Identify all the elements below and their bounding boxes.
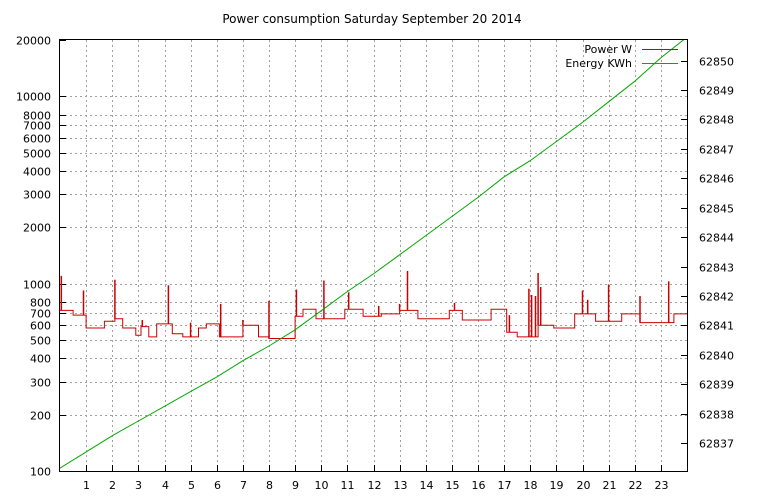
- x-tick-label: 16: [472, 479, 486, 492]
- x-tick-label: 19: [550, 479, 564, 492]
- x-tick-label: 17: [498, 479, 512, 492]
- x-tick-label: 8: [266, 479, 273, 492]
- left-tick-label: 600: [30, 320, 51, 333]
- x-tick-label: 6: [214, 479, 221, 492]
- x-tick-label: 2: [109, 479, 116, 492]
- left-tick-label: 6000: [23, 133, 51, 146]
- legend-label-energy: Energy KWh: [565, 57, 632, 70]
- right-tick-label: 62850: [699, 56, 734, 69]
- right-tick-label: 62848: [699, 114, 734, 127]
- x-tick-label: 4: [162, 479, 169, 492]
- right-tick-label: 62838: [699, 409, 734, 422]
- x-tick-label: 3: [135, 479, 142, 492]
- x-tick-label: 10: [315, 479, 329, 492]
- x-tick-label: 22: [629, 479, 643, 492]
- right-tick-label: 62839: [699, 379, 734, 392]
- right-tick-label: 62846: [699, 173, 734, 186]
- plot-border: [59, 39, 688, 472]
- legend: Power W Energy KWh: [565, 43, 678, 70]
- x-tick-label: 14: [420, 479, 434, 492]
- x-tick-label: 12: [368, 479, 382, 492]
- x-tick-label: 7: [240, 479, 247, 492]
- left-tick-label: 2000: [23, 222, 51, 235]
- left-tick-label: 8000: [23, 110, 51, 123]
- right-tick-label: 62841: [699, 320, 734, 333]
- x-tick-label: 23: [655, 479, 669, 492]
- chart-title: Power consumption Saturday September 20 …: [222, 12, 521, 26]
- x-tick-label: 5: [188, 479, 195, 492]
- x-tick-label: 9: [292, 479, 299, 492]
- series-layer: [60, 40, 687, 469]
- x-tick-label: 1: [83, 479, 90, 492]
- power-series-line: [60, 308, 687, 339]
- x-tick-label: 18: [524, 479, 538, 492]
- left-tick-label: 4000: [23, 166, 51, 179]
- left-tick-label: 200: [30, 410, 51, 423]
- left-tick-label: 10000: [16, 91, 51, 104]
- x-axis-ticks: 1 2 3 4 5 6 7 8 9 10 11 12 13 14 15 16 17 18 19 20 21 22 23: [83, 465, 669, 492]
- right-tick-label: 62840: [699, 350, 734, 363]
- right-tick-label: 62845: [699, 203, 734, 216]
- legend-label-power: Power W: [584, 43, 632, 56]
- left-tick-label: 7000: [23, 120, 51, 133]
- left-tick-label: 700: [30, 308, 51, 321]
- x-tick-label: 21: [603, 479, 617, 492]
- left-tick-label: 20000: [16, 35, 51, 48]
- left-tick-label: 500: [30, 335, 51, 348]
- x-tick-label: 11: [341, 479, 355, 492]
- left-tick-label: 1000: [23, 279, 51, 292]
- right-tick-label: 62847: [699, 144, 734, 157]
- right-axis-ticks: 62837 62838 62839 62840 62841 62842 62843 62844…: [681, 56, 734, 451]
- x-tick-label: 13: [394, 479, 408, 492]
- x-tick-label: 15: [446, 479, 460, 492]
- right-tick-label: 62843: [699, 262, 734, 275]
- left-tick-label: 5000: [23, 148, 51, 161]
- x-tick-label: 20: [577, 479, 591, 492]
- left-tick-label: 100: [30, 466, 51, 479]
- energy-series-line: [60, 40, 685, 469]
- left-tick-label: 800: [30, 297, 51, 310]
- left-tick-label: 300: [30, 377, 51, 390]
- right-tick-label: 62849: [699, 85, 734, 98]
- left-tick-label: 400: [30, 353, 51, 366]
- right-tick-label: 62837: [699, 438, 734, 451]
- grid-lines: [60, 40, 687, 471]
- right-tick-label: 62842: [699, 291, 734, 304]
- right-tick-label: 62844: [699, 232, 734, 245]
- left-tick-label: 3000: [23, 189, 51, 202]
